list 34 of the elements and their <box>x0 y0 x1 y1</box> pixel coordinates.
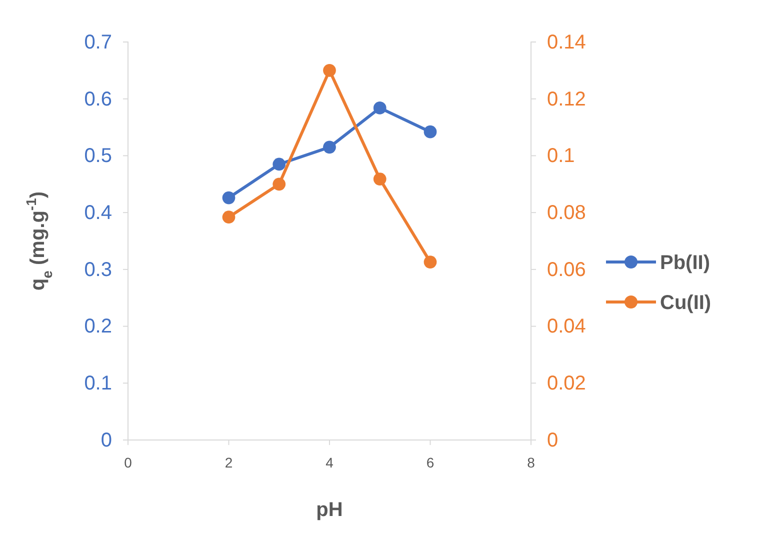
x-axis-title: pH <box>316 499 343 521</box>
point <box>222 210 236 224</box>
legend-label: Pb(II) <box>660 252 710 274</box>
x-tick-label: 2 <box>224 454 233 471</box>
y2-tick-label: 0 <box>547 429 558 452</box>
x-tick-label: 6 <box>426 454 434 471</box>
legend-label: Cu(II) <box>660 292 712 314</box>
y-tick-label: 0.7 <box>84 31 112 54</box>
y-tick-label: 0.2 <box>84 316 112 338</box>
y2-tick-label: 0.06 <box>547 258 586 281</box>
y2-tick-label: 0.12 <box>547 88 586 110</box>
x-tick-label: 4 <box>326 454 334 471</box>
x-tick-label: 8 <box>527 454 536 471</box>
y-tick-label: 0.6 <box>84 88 112 110</box>
y-tick-label: 0.4 <box>84 202 112 224</box>
y2-tick-label: 0.08 <box>547 202 586 224</box>
point <box>222 191 236 204</box>
point <box>272 178 286 191</box>
y-tick-label: 0.5 <box>84 145 112 168</box>
y2-tick-label: 0.02 <box>547 372 586 395</box>
y-tick-label: 0.1 <box>84 372 112 395</box>
y2-tick-label: 0.1 <box>547 145 575 168</box>
point <box>424 256 437 268</box>
x-tick-label: 0 <box>124 454 132 471</box>
point <box>272 158 286 171</box>
point <box>323 140 336 154</box>
point <box>424 125 437 138</box>
point <box>323 64 336 77</box>
y-tick-label: 0.3 <box>84 258 112 281</box>
point <box>373 172 386 186</box>
y2-tick-label: 0.14 <box>547 31 586 54</box>
y2-tick-label: 0.04 <box>547 316 586 338</box>
y-tick-label: 0 <box>100 429 112 452</box>
point <box>373 102 386 114</box>
